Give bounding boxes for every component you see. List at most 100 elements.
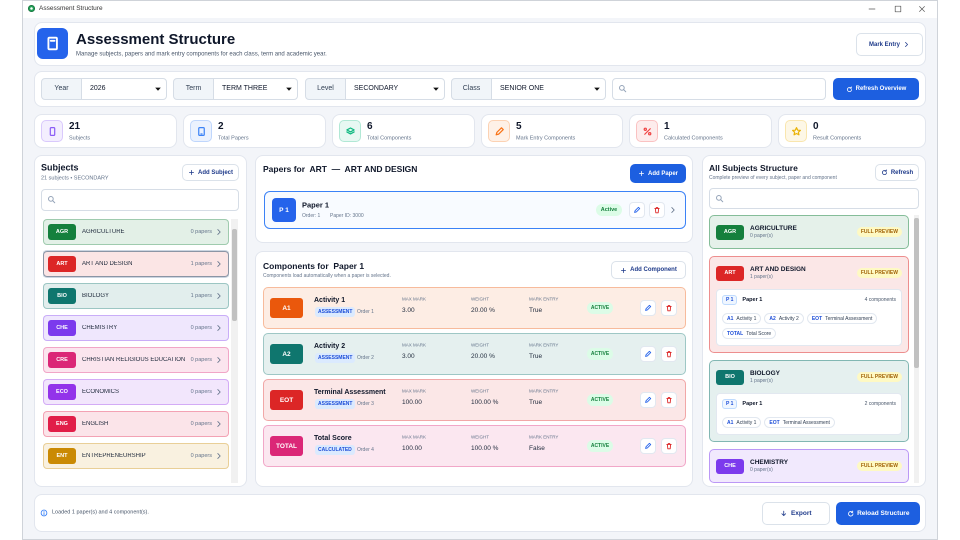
structure-paper-count: 2 components: [864, 401, 896, 407]
filter-select[interactable]: [491, 78, 606, 100]
icon-stroke: [791, 126, 801, 135]
dot-icon: [27, 4, 36, 13]
edit-paper-button[interactable]: [629, 202, 645, 218]
filter-select[interactable]: [213, 78, 298, 100]
subject-item[interactable]: BIO BIOLOGY 1 papers: [43, 283, 229, 309]
close-icon: [919, 6, 925, 12]
icon-stroke: [49, 126, 55, 136]
column-label: MARK ENTRY: [529, 296, 559, 302]
stat-label: Mark Entry Components: [516, 135, 576, 142]
stat-card: [34, 114, 177, 148]
refresh-overview-button[interactable]: Refresh Overview: [833, 78, 919, 100]
window-control[interactable]: [867, 4, 877, 14]
column-value: 100.00 %: [471, 445, 499, 453]
delete-component-button[interactable]: [661, 346, 677, 362]
structure-item-header: CHE CHEMISTRY 0 paper(s) FULL PREVIEW: [716, 456, 902, 476]
add-subject-button[interactable]: Add Subject: [182, 164, 239, 181]
column-value: True: [529, 399, 543, 407]
edit-component-button[interactable]: [640, 300, 656, 316]
components-subtitle: Components load automatically when a pap…: [263, 273, 391, 279]
subject-item[interactable]: CHE CHEMISTRY 0 papers: [43, 315, 229, 341]
subject-papers: 1 papers: [190, 261, 212, 267]
component-name: Activity 1: [314, 296, 346, 304]
reload-structure-button[interactable]: Reload Structure: [836, 502, 920, 525]
subject-item[interactable]: CRE CHRISTIAN RELIGIOUS EDUCATION 0 papers: [43, 347, 229, 373]
add-component-button[interactable]: Add Component: [611, 261, 686, 279]
search-icon-box: [618, 84, 628, 94]
caret-icon: [155, 87, 161, 91]
structure-code: BIO: [716, 369, 744, 385]
delete-paper-button[interactable]: [649, 202, 665, 218]
subject-papers: 0 papers: [190, 357, 212, 363]
icon-stroke: [619, 85, 625, 91]
paper-card[interactable]: [264, 191, 686, 229]
structure-search[interactable]: [709, 188, 919, 209]
stat-label: Result Components: [813, 135, 862, 142]
filter-select[interactable]: [345, 78, 445, 100]
papers-title: Papers for ART — ART AND DESIGN: [263, 163, 418, 174]
subject-name: CHEMISTRY: [82, 325, 118, 331]
column-label: WEIGHT: [471, 296, 489, 302]
structure-component-chips: A1 Activity 1 EOT Terminal Assessment: [722, 417, 896, 428]
structure-refresh-button[interactable]: Refresh: [875, 164, 919, 181]
column-value: 3.00: [402, 307, 415, 315]
delete-component-button[interactable]: [661, 300, 677, 316]
stat-label: Calculated Components: [664, 135, 723, 142]
icon-stroke: [666, 351, 672, 358]
filter-select[interactable]: [81, 78, 167, 100]
column-label: MARK ENTRY: [529, 388, 559, 394]
subject-item[interactable]: AGR AGRICULTURE 0 papers: [43, 219, 229, 245]
filter-value: SENIOR ONE: [500, 84, 544, 92]
edit-icon: [495, 126, 504, 135]
chev-icon: [905, 42, 908, 47]
subject-code: CRE: [48, 352, 76, 368]
icon-stroke: [30, 7, 33, 10]
chev-icon: [217, 325, 221, 331]
subject-item[interactable]: ECO ECONOMICS 0 papers: [43, 379, 229, 405]
structure-refresh-button-label: Refresh: [890, 169, 914, 176]
component-order: Order 3: [357, 401, 374, 407]
export-button[interactable]: Export: [762, 502, 830, 525]
icon-stroke: [594, 87, 600, 91]
mark-entry-button[interactable]: Mark Entry: [856, 33, 923, 56]
icon-stroke: [654, 207, 660, 214]
icon-stroke: [850, 510, 853, 513]
icon-stroke: [217, 261, 221, 267]
icon-stroke: [716, 195, 722, 201]
edit-component-button[interactable]: [640, 438, 656, 454]
subjects-search[interactable]: [41, 189, 239, 211]
structure-papers: 0 paper(s): [750, 233, 773, 239]
subject-item[interactable]: ART ART AND DESIGN 1 papers: [43, 251, 229, 277]
filter-search[interactable]: [612, 78, 826, 100]
icon-stroke: [666, 397, 672, 404]
edit-icon: [645, 442, 652, 449]
search-icon-box: [715, 194, 725, 204]
structure-name-col: BIOLOGY 1 paper(s): [750, 370, 857, 384]
subject-papers: 0 papers: [190, 325, 212, 331]
edit-component-button[interactable]: [640, 392, 656, 408]
column-label: WEIGHT: [471, 342, 489, 348]
subject-name: CHRISTIAN RELIGIOUS EDUCATION: [82, 357, 186, 363]
paper-order: Order: 1: [302, 213, 321, 219]
window-control[interactable]: [917, 4, 927, 14]
column-value: 100.00: [402, 445, 422, 453]
delete-component-button[interactable]: [661, 392, 677, 408]
structure-name: AGRICULTURE: [750, 225, 797, 232]
window-control[interactable]: [893, 4, 903, 14]
structure-papers: 0 paper(s): [750, 467, 773, 473]
paper-status: Active: [596, 204, 622, 216]
components-title: Components for Paper 1: [263, 260, 365, 271]
subject-item[interactable]: ENT ENTREPRENEURSHIP 0 papers: [43, 443, 229, 469]
subject-item[interactable]: ENG ENGLISH 0 papers: [43, 411, 229, 437]
scrollbar-thumb: [232, 229, 237, 321]
component-type: CALCULATED: [315, 445, 355, 455]
edit-component-button[interactable]: [640, 346, 656, 362]
add-paper-button[interactable]: Add Paper: [630, 164, 686, 183]
component-status: ACTIVE: [587, 348, 613, 360]
structure-component-chip: A1 Activity 1: [722, 417, 762, 428]
column-value: False: [529, 445, 545, 453]
stat-label: Total Components: [367, 135, 412, 142]
structure-list: AGR AGRICULTURE 0 paper(s) FULL PREVIEW ART A…: [709, 215, 909, 483]
delete-component-button[interactable]: [661, 438, 677, 454]
chip-code: EOT: [769, 419, 780, 426]
